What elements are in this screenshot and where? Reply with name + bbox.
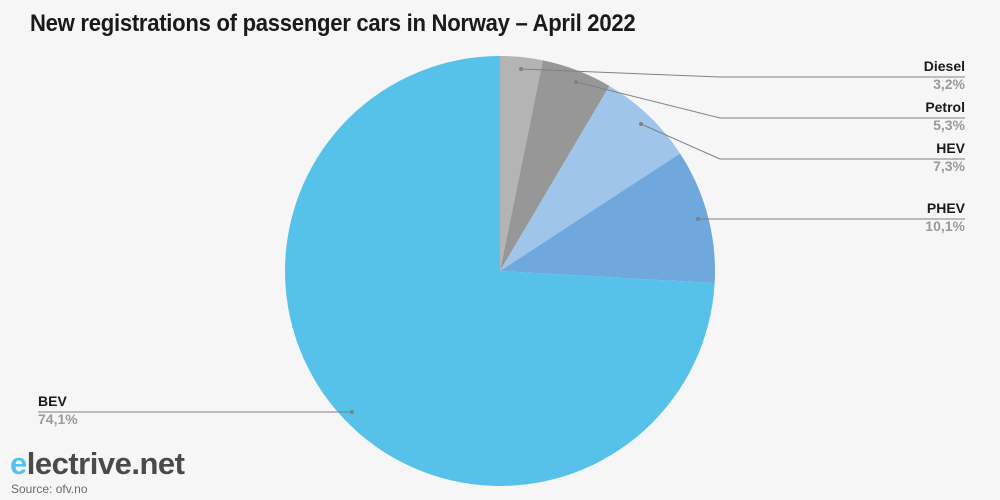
pie-slices: [284, 56, 715, 487]
label-phev-value: 10,1%: [925, 218, 965, 234]
pie-slice-bev: [284, 56, 715, 487]
label-hev-value: 7,3%: [933, 158, 965, 174]
leader-dots: [350, 67, 700, 414]
label-petrol-value: 5,3%: [933, 117, 965, 133]
chart-title: New registrations of passenger cars in N…: [30, 10, 636, 37]
logo-text: lectrive.net: [26, 446, 185, 481]
label-hev: HEV 7,3%: [933, 140, 965, 174]
label-diesel-value: 3,2%: [933, 76, 965, 92]
label-phev: PHEV 10,1%: [925, 200, 965, 234]
label-diesel: Diesel 3,2%: [924, 58, 965, 92]
label-hev-name: HEV: [936, 140, 965, 156]
leader-line-diesel: [520, 68, 965, 78]
label-bev-value: 74,1%: [38, 411, 78, 427]
electrive-logo: electrive.net: [10, 446, 185, 482]
label-bev-name: BEV: [38, 393, 67, 409]
leader-line-hev: [640, 123, 965, 160]
label-petrol: Petrol 5,3%: [925, 99, 965, 133]
label-bev: BEV 74,1%: [38, 393, 78, 427]
label-petrol-name: Petrol: [925, 99, 965, 115]
label-diesel-name: Diesel: [923, 58, 965, 74]
pie-slice-phev: [500, 153, 715, 284]
label-phev-name: PHEV: [926, 200, 965, 216]
leader-line-petrol: [575, 81, 965, 119]
logo-e: e: [10, 446, 27, 481]
pie-slice-diesel: [500, 56, 543, 271]
pie-slice-hev: [500, 85, 681, 272]
source-note: Source: ofv.no: [11, 482, 88, 496]
leader-lines: [38, 68, 965, 413]
pie-slice-petrol: [500, 60, 610, 272]
